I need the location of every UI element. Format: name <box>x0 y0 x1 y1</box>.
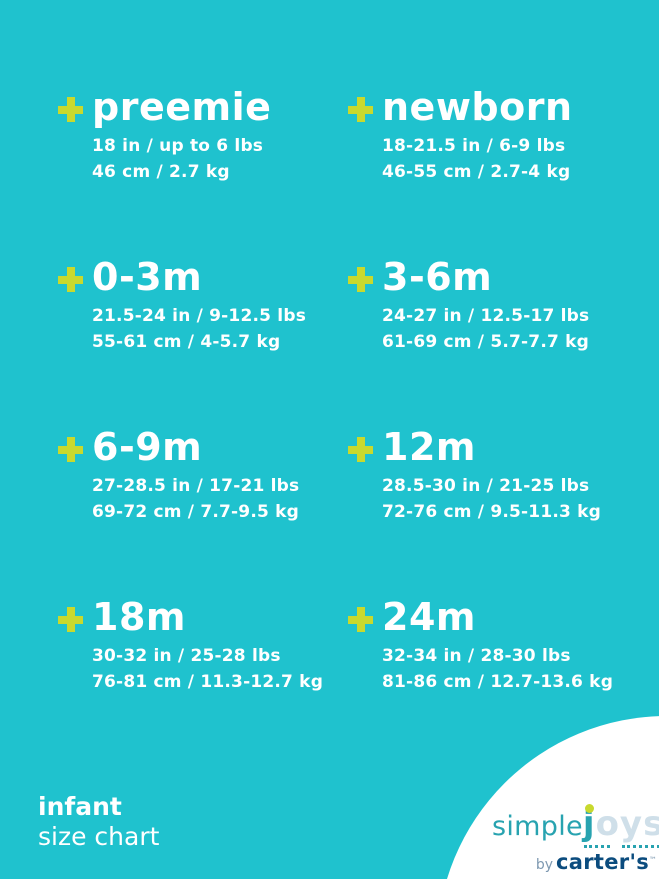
size-entry: 0-3m 21.5-24 in / 9-12.5 lbs 55-61 cm / … <box>58 255 348 428</box>
size-metric: 69-72 cm / 7.7-9.5 kg <box>92 501 300 522</box>
logo-by-text: by <box>535 857 554 873</box>
plus-icon-horizontal-bar <box>58 615 83 624</box>
size-metric: 55-61 cm / 4-5.7 kg <box>92 331 281 352</box>
dotted-underline-icon <box>584 845 610 848</box>
plus-icon <box>58 97 83 122</box>
logo-byline: by carter's™ <box>492 850 657 874</box>
plus-icon-horizontal-bar <box>348 615 373 624</box>
size-name: 24m <box>382 595 476 639</box>
size-info: newborn 18-21.5 in / 6-9 lbs 46-55 cm / … <box>382 85 573 185</box>
chart-title-category: infant <box>38 792 122 821</box>
size-info: 6-9m 27-28.5 in / 17-21 lbs 69-72 cm / 7… <box>92 425 300 525</box>
logo-carters-text: carter's <box>556 850 649 874</box>
size-info: 24m 32-34 in / 28-30 lbs 81-86 cm / 12.7… <box>382 595 614 695</box>
size-info: 3-6m 24-27 in / 12.5-17 lbs 61-69 cm / 5… <box>382 255 590 355</box>
size-entry: 12m 28.5-30 in / 21-25 lbs 72-76 cm / 9.… <box>348 425 638 598</box>
plus-icon <box>348 267 373 292</box>
logo-j-letter: j <box>582 804 596 844</box>
size-imperial: 21.5-24 in / 9-12.5 lbs <box>92 305 307 326</box>
size-info: preemie 18 in / up to 6 lbs 46 cm / 2.7 … <box>92 85 272 185</box>
size-name: 3-6m <box>382 255 493 299</box>
size-entry: preemie 18 in / up to 6 lbs 46 cm / 2.7 … <box>58 85 348 258</box>
plus-icon-horizontal-bar <box>348 105 373 114</box>
size-entry: newborn 18-21.5 in / 6-9 lbs 46-55 cm / … <box>348 85 638 258</box>
size-metric: 46-55 cm / 2.7-4 kg <box>382 161 571 182</box>
logo-j-wrap: j <box>583 804 596 844</box>
plus-icon <box>58 267 83 292</box>
plus-icon-horizontal-bar <box>348 445 373 454</box>
plus-icon <box>348 607 373 632</box>
size-entry: 6-9m 27-28.5 in / 17-21 lbs 69-72 cm / 7… <box>58 425 348 598</box>
size-name: 6-9m <box>92 425 203 469</box>
size-name: newborn <box>382 85 573 129</box>
plus-icon-horizontal-bar <box>348 275 373 284</box>
size-metric: 81-86 cm / 12.7-13.6 kg <box>382 671 614 692</box>
plus-icon <box>348 437 373 462</box>
plus-icon-horizontal-bar <box>58 445 83 454</box>
size-metric: 76-81 cm / 11.3-12.7 kg <box>92 671 324 692</box>
plus-icon <box>58 607 83 632</box>
trademark-symbol: ™ <box>649 855 657 865</box>
size-imperial: 32-34 in / 28-30 lbs <box>382 645 571 666</box>
size-imperial: 18-21.5 in / 6-9 lbs <box>382 135 566 156</box>
size-imperial: 28.5-30 in / 21-25 lbs <box>382 475 590 496</box>
size-name: preemie <box>92 85 272 129</box>
plus-icon <box>58 437 83 462</box>
dotted-underline-icon <box>622 845 659 848</box>
plus-icon-horizontal-bar <box>58 275 83 284</box>
plus-icon-horizontal-bar <box>58 105 83 114</box>
size-entry: 24m 32-34 in / 28-30 lbs 81-86 cm / 12.7… <box>348 595 638 768</box>
size-metric: 61-69 cm / 5.7-7.7 kg <box>382 331 590 352</box>
size-grid: preemie 18 in / up to 6 lbs 46 cm / 2.7 … <box>58 85 638 768</box>
size-name: 18m <box>92 595 186 639</box>
size-entry: 18m 30-32 in / 25-28 lbs 76-81 cm / 11.3… <box>58 595 348 768</box>
brand-logo: simplej oys by carter's™ <box>492 804 659 874</box>
chart-title-label: size chart <box>38 822 160 851</box>
size-name: 0-3m <box>92 255 203 299</box>
size-name: 12m <box>382 425 476 469</box>
plus-icon <box>348 97 373 122</box>
size-metric: 46 cm / 2.7 kg <box>92 161 230 182</box>
size-info: 0-3m 21.5-24 in / 9-12.5 lbs 55-61 cm / … <box>92 255 307 355</box>
logo-oys-letters: oys <box>595 804 659 844</box>
size-imperial: 27-28.5 in / 17-21 lbs <box>92 475 300 496</box>
logo-joys-text: j oys <box>583 804 659 844</box>
j-dot-icon <box>584 804 594 813</box>
size-info: 18m 30-32 in / 25-28 lbs 76-81 cm / 11.3… <box>92 595 324 695</box>
logo-simple-text: simple <box>492 811 583 842</box>
size-imperial: 18 in / up to 6 lbs <box>92 135 264 156</box>
size-metric: 72-76 cm / 9.5-11.3 kg <box>382 501 602 522</box>
chart-title: infant size chart <box>38 792 159 852</box>
logo-wordmark: simplej oys <box>492 804 659 848</box>
size-info: 12m 28.5-30 in / 21-25 lbs 72-76 cm / 9.… <box>382 425 602 525</box>
size-imperial: 30-32 in / 25-28 lbs <box>92 645 281 666</box>
size-imperial: 24-27 in / 12.5-17 lbs <box>382 305 590 326</box>
size-entry: 3-6m 24-27 in / 12.5-17 lbs 61-69 cm / 5… <box>348 255 638 428</box>
